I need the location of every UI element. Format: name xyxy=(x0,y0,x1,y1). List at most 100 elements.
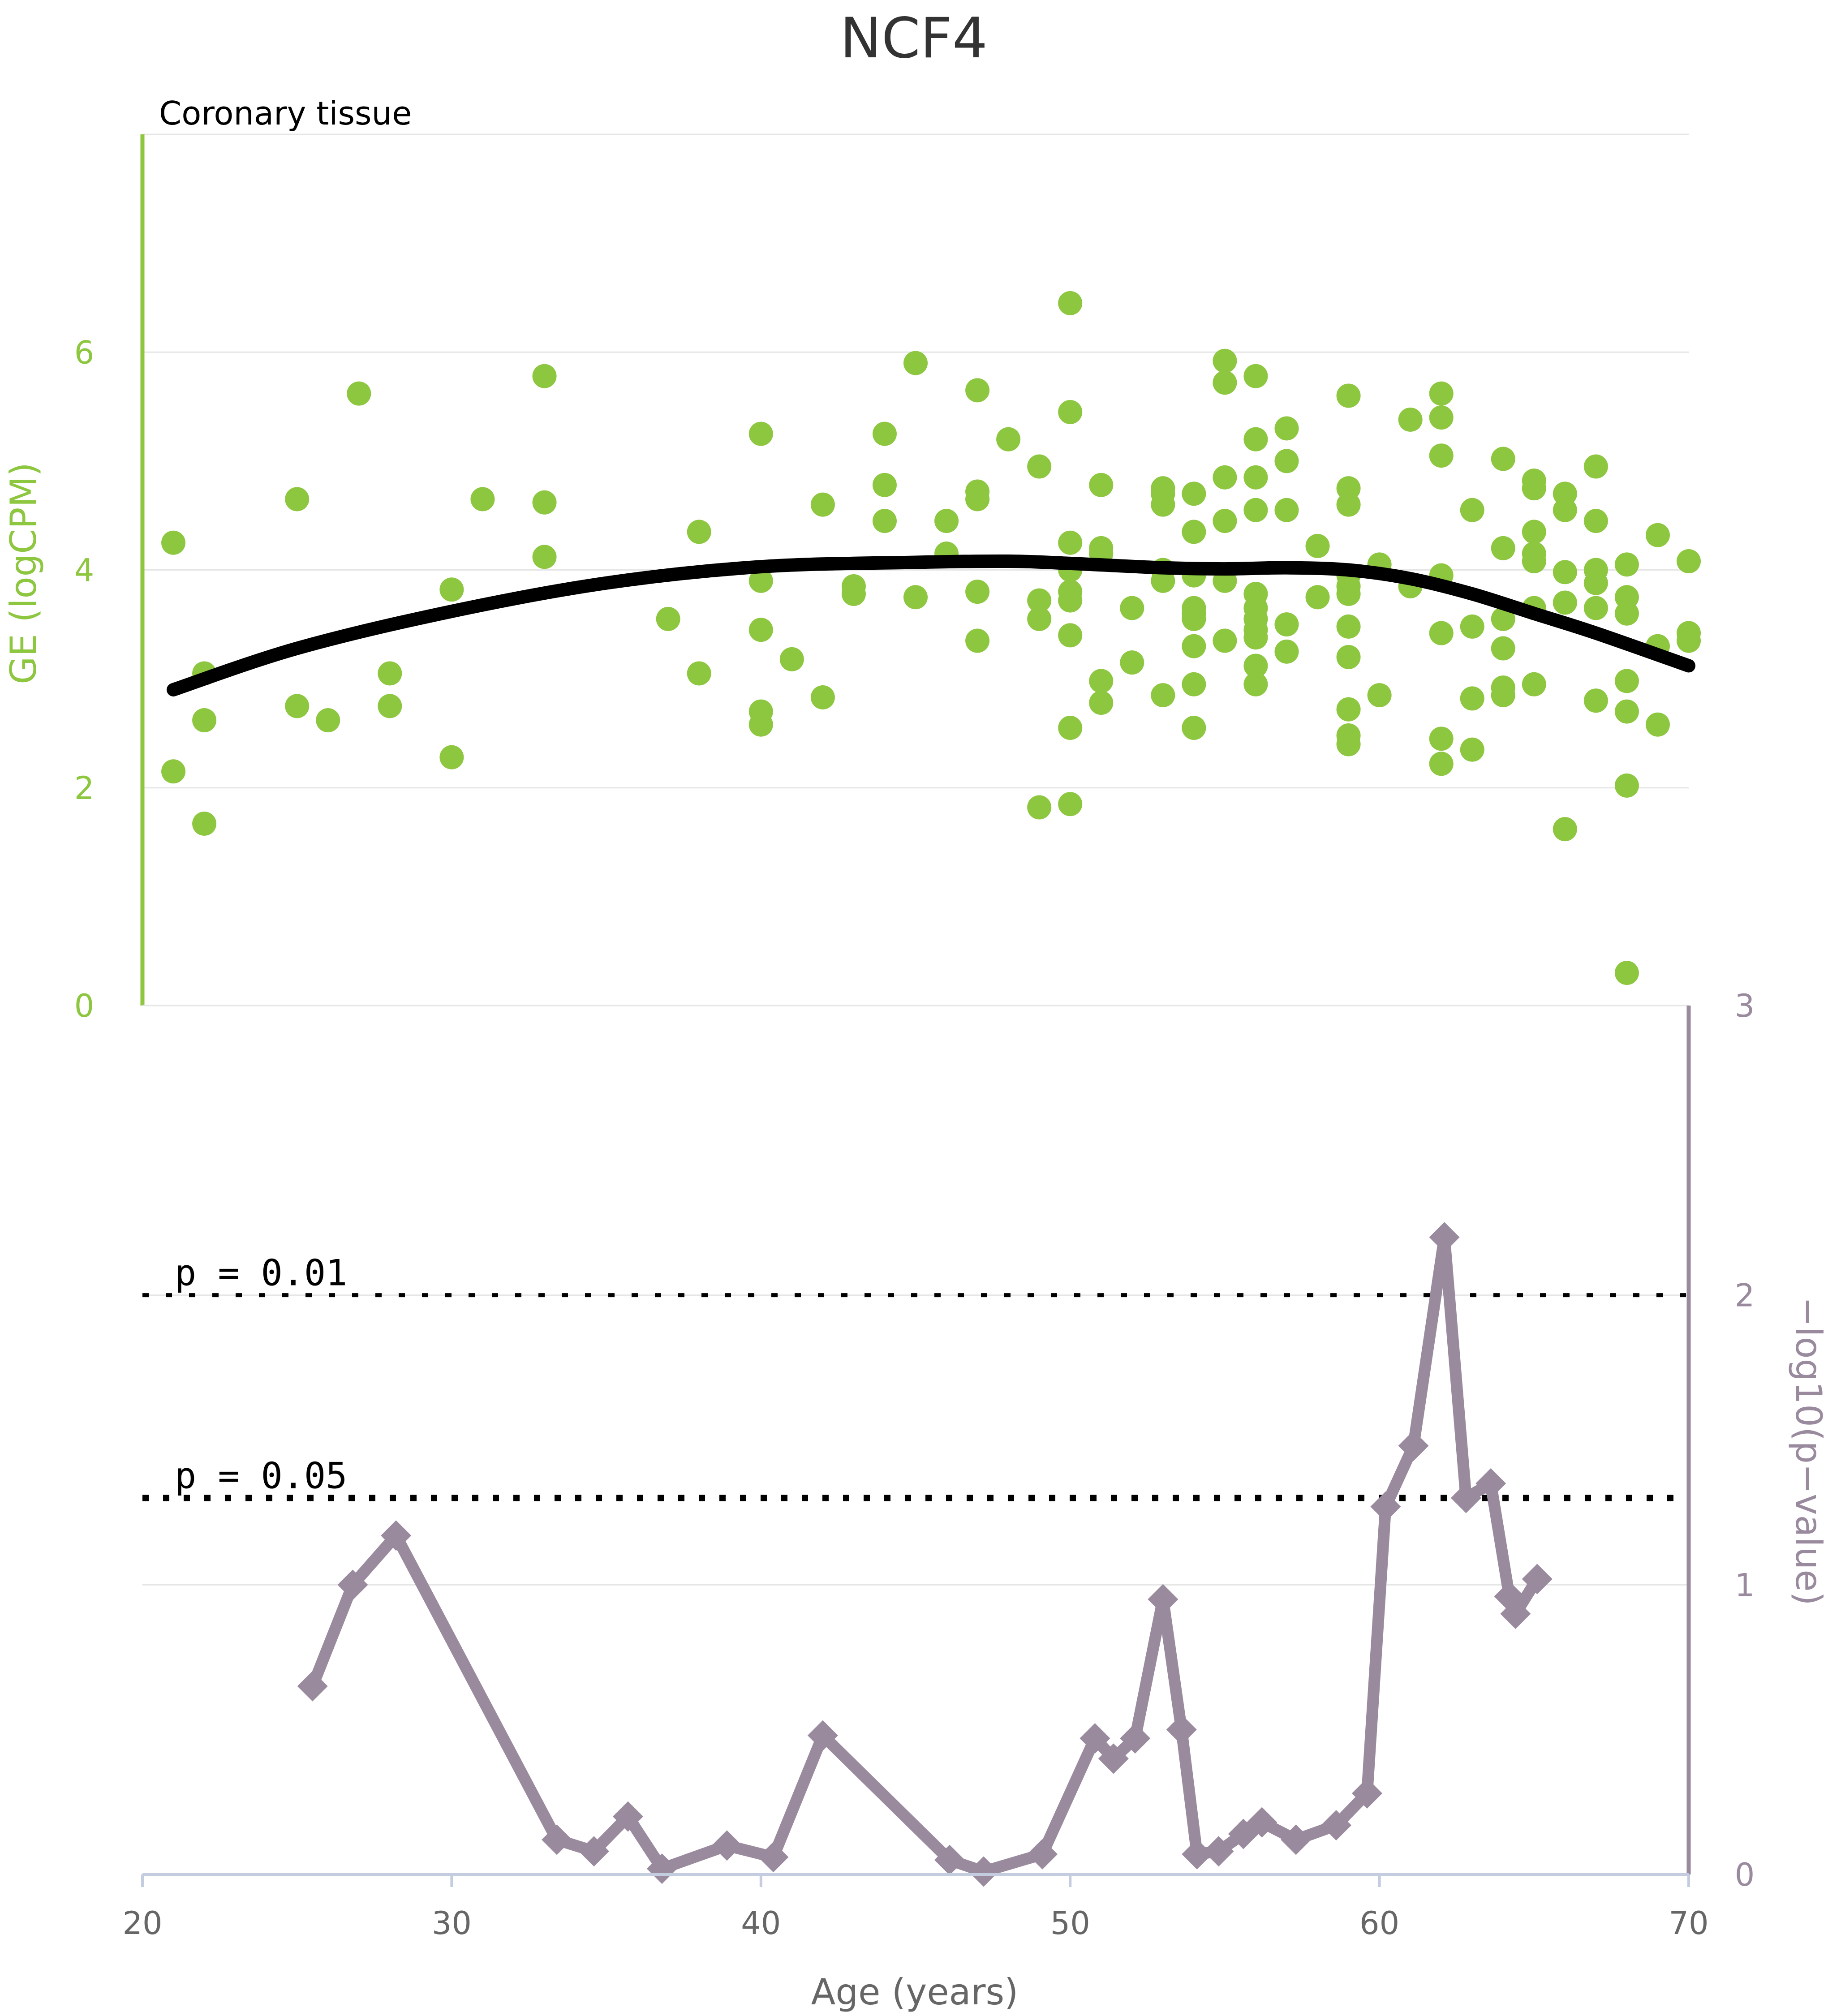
ge-point xyxy=(1336,732,1361,757)
ge-point xyxy=(1243,427,1268,451)
ge-point xyxy=(872,473,897,497)
ge-point xyxy=(1182,634,1206,658)
ge-point xyxy=(965,487,990,512)
ge-point xyxy=(934,509,959,533)
ge-point xyxy=(1336,492,1361,517)
pvalue-marker xyxy=(934,1844,965,1875)
ge-point xyxy=(1243,653,1268,678)
ge-point xyxy=(1460,686,1484,711)
ge-point xyxy=(1522,476,1546,501)
pvalue-marker xyxy=(381,1520,412,1551)
ge-point xyxy=(748,618,773,642)
ge-tick-label: 2 xyxy=(74,770,95,807)
pvalue-marker xyxy=(297,1671,328,1702)
x-axis: 20 30 40 50 60 70 xyxy=(122,1873,1709,1942)
ge-point xyxy=(1583,571,1608,595)
pvalue-marker xyxy=(612,1801,643,1832)
ge-point xyxy=(1058,716,1083,740)
ge-point xyxy=(1274,498,1299,522)
threshold-label: p = 0.01 xyxy=(175,1252,347,1294)
pvalue-marker xyxy=(1281,1824,1312,1855)
ge-point xyxy=(1553,817,1577,842)
pvalue-series xyxy=(297,1222,1553,1887)
ge-point xyxy=(532,490,557,515)
ge-point xyxy=(656,606,680,631)
ge-point xyxy=(1367,683,1392,708)
pvalue-marker xyxy=(1351,1778,1382,1809)
pvalue-marker xyxy=(646,1853,677,1884)
ge-point xyxy=(965,628,990,653)
pvalue-marker xyxy=(578,1836,609,1867)
ge-point xyxy=(1027,588,1052,613)
ge-point xyxy=(1027,795,1052,820)
ge-point xyxy=(1243,465,1268,490)
ge-point xyxy=(1583,596,1608,620)
ge-point xyxy=(1336,697,1361,722)
ge-point xyxy=(965,378,990,403)
ge-point xyxy=(1336,383,1361,408)
ge-point xyxy=(1243,364,1268,388)
ge-point xyxy=(1491,636,1515,661)
ge-point xyxy=(192,708,217,733)
ge-point xyxy=(1614,773,1639,798)
x-tick-label: 50 xyxy=(1050,1905,1090,1942)
ge-point xyxy=(1274,612,1299,637)
pvalue-marker xyxy=(1098,1743,1129,1774)
pvalue-tick-label: 1 xyxy=(1735,1567,1755,1603)
ge-point xyxy=(1429,443,1454,468)
ge-point xyxy=(316,708,340,733)
x-tick-label: 30 xyxy=(432,1905,472,1942)
pvalue-tick-label: 3 xyxy=(1735,988,1755,1024)
ge-point xyxy=(748,712,773,737)
ge-point xyxy=(810,685,835,709)
ge-point xyxy=(1614,961,1639,985)
ge-point xyxy=(1491,447,1515,471)
ge-point xyxy=(1677,628,1701,653)
pvalue-marker xyxy=(337,1569,368,1600)
ge-point xyxy=(1213,509,1237,533)
ge-point xyxy=(748,568,773,593)
ge-point xyxy=(1522,672,1546,696)
ge-point xyxy=(470,487,495,512)
pvalue-marker xyxy=(1450,1483,1481,1513)
pvalue-line xyxy=(306,1231,1543,1878)
ge-point xyxy=(1336,614,1361,639)
ge-point xyxy=(1274,416,1299,441)
pvalue-marker xyxy=(1370,1491,1401,1522)
pvalue-marker xyxy=(1500,1599,1531,1629)
ge-point xyxy=(1429,752,1454,776)
ge-point xyxy=(1027,454,1052,479)
ge-point xyxy=(1553,498,1577,522)
ge-point xyxy=(161,759,186,784)
ge-point xyxy=(779,647,804,671)
pvalue-marker xyxy=(968,1856,999,1887)
x-tick-label: 40 xyxy=(741,1905,781,1942)
ge-point xyxy=(1213,465,1237,490)
ge-point xyxy=(1182,520,1206,544)
pvalue-marker xyxy=(1027,1839,1058,1870)
ge-point xyxy=(1614,669,1639,693)
ge-axis: 0 2 4 6 xyxy=(74,134,145,1024)
ge-tick-label: 4 xyxy=(74,552,95,589)
ge-point xyxy=(1553,590,1577,615)
ge-points xyxy=(161,291,1701,985)
ge-point xyxy=(439,745,464,769)
ge-point xyxy=(1460,498,1484,522)
pvalue-marker xyxy=(1320,1810,1351,1841)
pvalue-marker xyxy=(1120,1723,1151,1754)
ge-point xyxy=(810,492,835,517)
ge-point xyxy=(1213,628,1237,653)
ge-point xyxy=(1027,606,1052,631)
ge-point xyxy=(1429,405,1454,430)
x-axis-label: Age (years) xyxy=(811,1971,1019,2013)
pvalue-marker xyxy=(807,1720,838,1751)
ge-axis-label: GE (logCPM) xyxy=(3,462,44,684)
ge-point xyxy=(872,421,897,446)
ge-point xyxy=(872,509,897,533)
pvalue-tick-label: 2 xyxy=(1735,1277,1755,1314)
ge-point xyxy=(378,661,402,686)
ge-fit-curve xyxy=(167,554,1695,696)
ge-point xyxy=(285,487,310,512)
pvalue-marker xyxy=(1398,1430,1429,1461)
